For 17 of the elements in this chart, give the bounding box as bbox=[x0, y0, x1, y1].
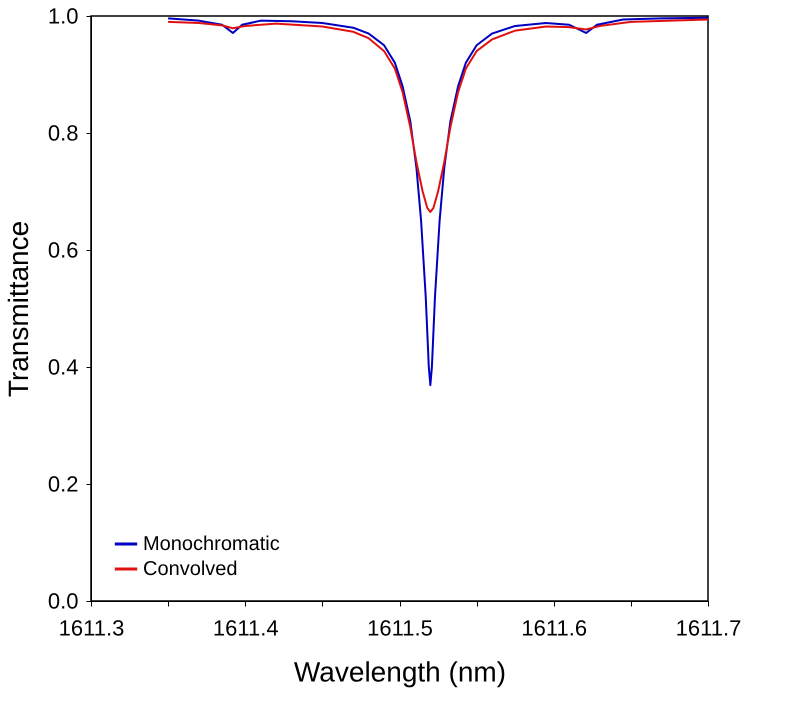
y-tick-label: 0.4 bbox=[48, 354, 78, 380]
x-tick-label: 1611.4 bbox=[212, 616, 279, 640]
legend-label: Monochromatic bbox=[143, 533, 280, 555]
y-axis-title: Transmittance bbox=[2, 220, 34, 398]
legend-label: Convolved bbox=[143, 558, 238, 580]
y-tick-label: 0.6 bbox=[48, 238, 78, 262]
y-tick-label: 0.0 bbox=[48, 588, 78, 614]
x-axis-title: Wavelength (nm) bbox=[294, 656, 506, 688]
x-tick-label: 1611.7 bbox=[676, 616, 742, 640]
y-tick-label: 0.2 bbox=[48, 472, 78, 496]
line-series bbox=[167, 18, 709, 213]
y-tick-label: 0.8 bbox=[48, 120, 78, 146]
x-tick-label: 1611.5 bbox=[367, 616, 433, 640]
line-series bbox=[167, 16, 709, 386]
x-tick-label: 1611.6 bbox=[521, 616, 588, 640]
y-tick-label: 1.0 bbox=[48, 4, 78, 28]
x-tick-label: 1611.3 bbox=[58, 616, 124, 640]
